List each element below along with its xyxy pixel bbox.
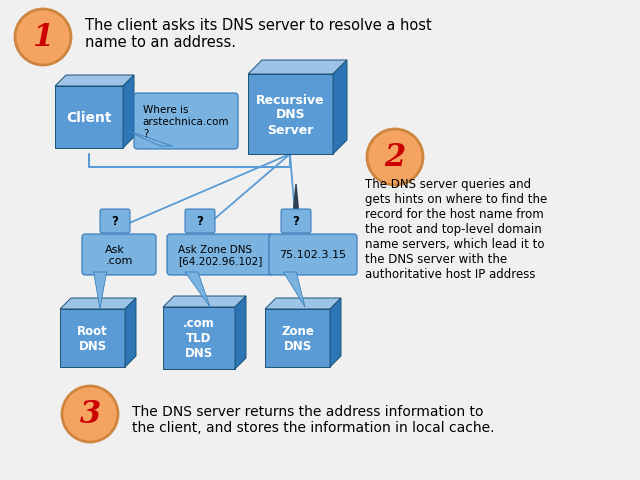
Polygon shape [333, 61, 347, 155]
FancyBboxPatch shape [269, 235, 357, 276]
Circle shape [15, 10, 71, 66]
Polygon shape [60, 309, 125, 367]
Polygon shape [185, 273, 210, 307]
Text: Recursive
DNS
Server: Recursive DNS Server [256, 93, 325, 136]
FancyBboxPatch shape [82, 235, 156, 276]
Polygon shape [123, 76, 134, 149]
Text: 3: 3 [79, 399, 100, 430]
Polygon shape [55, 87, 123, 149]
Polygon shape [125, 299, 136, 367]
Polygon shape [248, 61, 347, 75]
Polygon shape [265, 299, 341, 309]
Polygon shape [163, 307, 235, 369]
Polygon shape [55, 76, 134, 87]
FancyBboxPatch shape [281, 210, 311, 233]
Polygon shape [163, 296, 246, 307]
Text: .com
TLD
DNS: .com TLD DNS [183, 317, 215, 360]
Text: ?: ? [292, 215, 300, 228]
Polygon shape [265, 309, 330, 367]
FancyBboxPatch shape [167, 235, 273, 276]
Circle shape [62, 386, 118, 442]
Text: Root
DNS: Root DNS [77, 324, 108, 352]
Text: 75.102.3.15: 75.102.3.15 [280, 250, 347, 260]
Text: Ask Zone DNS
[64.202.96.102]: Ask Zone DNS [64.202.96.102] [178, 244, 262, 266]
Text: Zone
DNS: Zone DNS [281, 324, 314, 352]
Text: The DNS server returns the address information to
the client, and stores the inf: The DNS server returns the address infor… [132, 404, 495, 434]
Polygon shape [248, 75, 333, 155]
FancyBboxPatch shape [185, 210, 215, 233]
Text: ?: ? [111, 215, 118, 228]
Text: Ask
.com: Ask .com [106, 244, 132, 266]
FancyBboxPatch shape [100, 210, 130, 233]
Polygon shape [330, 299, 341, 367]
Text: Where is
arstechnica.com
?: Where is arstechnica.com ? [143, 105, 229, 138]
Polygon shape [123, 130, 172, 147]
Polygon shape [292, 185, 300, 228]
Polygon shape [93, 273, 107, 309]
Text: The client asks its DNS server to resolve a host
name to an address.: The client asks its DNS server to resolv… [85, 18, 432, 50]
Polygon shape [60, 299, 136, 309]
Polygon shape [284, 273, 305, 307]
Text: ?: ? [196, 215, 204, 228]
Text: 1: 1 [33, 23, 54, 53]
Text: Client: Client [67, 111, 112, 125]
Text: 2: 2 [385, 142, 406, 173]
Circle shape [367, 130, 423, 186]
Text: The DNS server queries and
gets hints on where to find the
record for the host n: The DNS server queries and gets hints on… [365, 178, 547, 280]
Polygon shape [235, 296, 246, 369]
FancyBboxPatch shape [134, 94, 238, 150]
